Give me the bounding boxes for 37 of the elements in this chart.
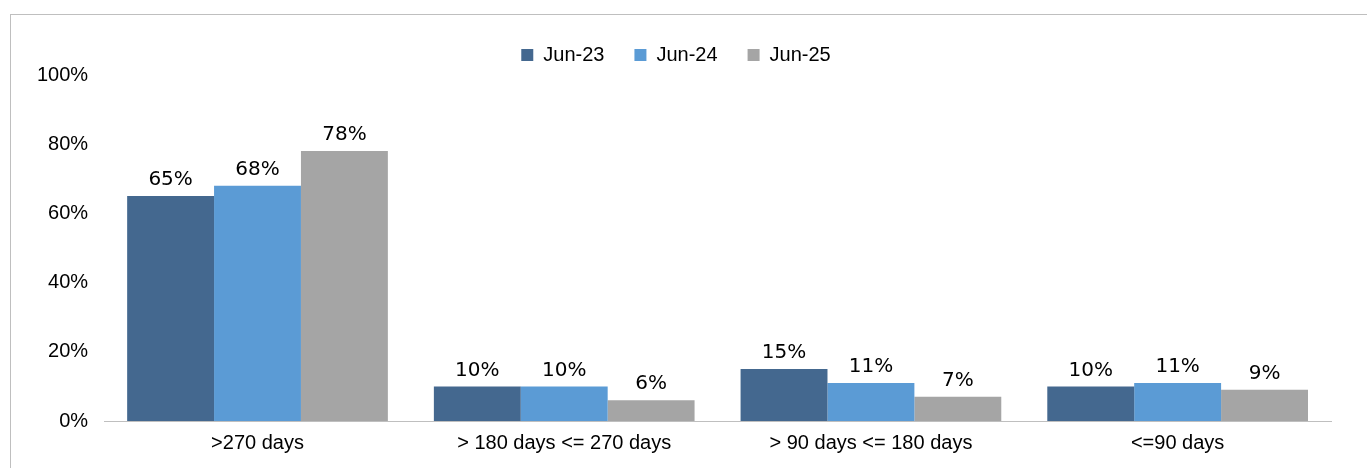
data-label: 10%	[541, 356, 587, 381]
bar	[1134, 382, 1222, 421]
bar	[214, 185, 301, 421]
data-label: 11%	[1155, 353, 1200, 378]
y-tick-label: 20%	[48, 339, 89, 362]
y-tick-label: 0%	[59, 408, 89, 431]
data-label: 65%	[148, 166, 193, 191]
legend-label: Jun-24	[656, 42, 718, 65]
data-label: 15%	[761, 339, 807, 364]
bar	[1221, 389, 1308, 421]
bar	[300, 151, 388, 421]
bar	[914, 396, 1002, 421]
bar	[827, 382, 915, 421]
data-label: 68%	[235, 155, 280, 180]
y-tick-label: 100%	[37, 62, 89, 85]
legend-label: Jun-25	[769, 42, 831, 65]
data-label: 9%	[1248, 360, 1281, 385]
legend-label: Jun-23	[543, 42, 605, 65]
x-tick-label: <=90 days	[1130, 430, 1225, 453]
bar	[607, 400, 695, 421]
x-tick-label: > 180 days <= 270 days	[457, 430, 672, 453]
bar	[127, 196, 215, 421]
data-label: 10%	[1068, 356, 1113, 381]
data-label: 11%	[848, 353, 894, 378]
bar	[520, 386, 608, 421]
y-tick-label: 80%	[48, 131, 89, 154]
y-tick-label: 60%	[48, 200, 89, 223]
x-tick-label: >270 days	[211, 430, 304, 453]
data-label: 78%	[322, 121, 367, 146]
data-label: 7%	[941, 366, 974, 391]
x-tick-label: > 90 days <= 180 days	[769, 430, 973, 453]
bar	[433, 386, 521, 421]
bar	[1047, 386, 1135, 421]
bar	[740, 369, 828, 421]
data-label: 10%	[455, 356, 500, 381]
data-label: 6%	[635, 370, 667, 395]
y-tick-label: 40%	[48, 270, 89, 293]
